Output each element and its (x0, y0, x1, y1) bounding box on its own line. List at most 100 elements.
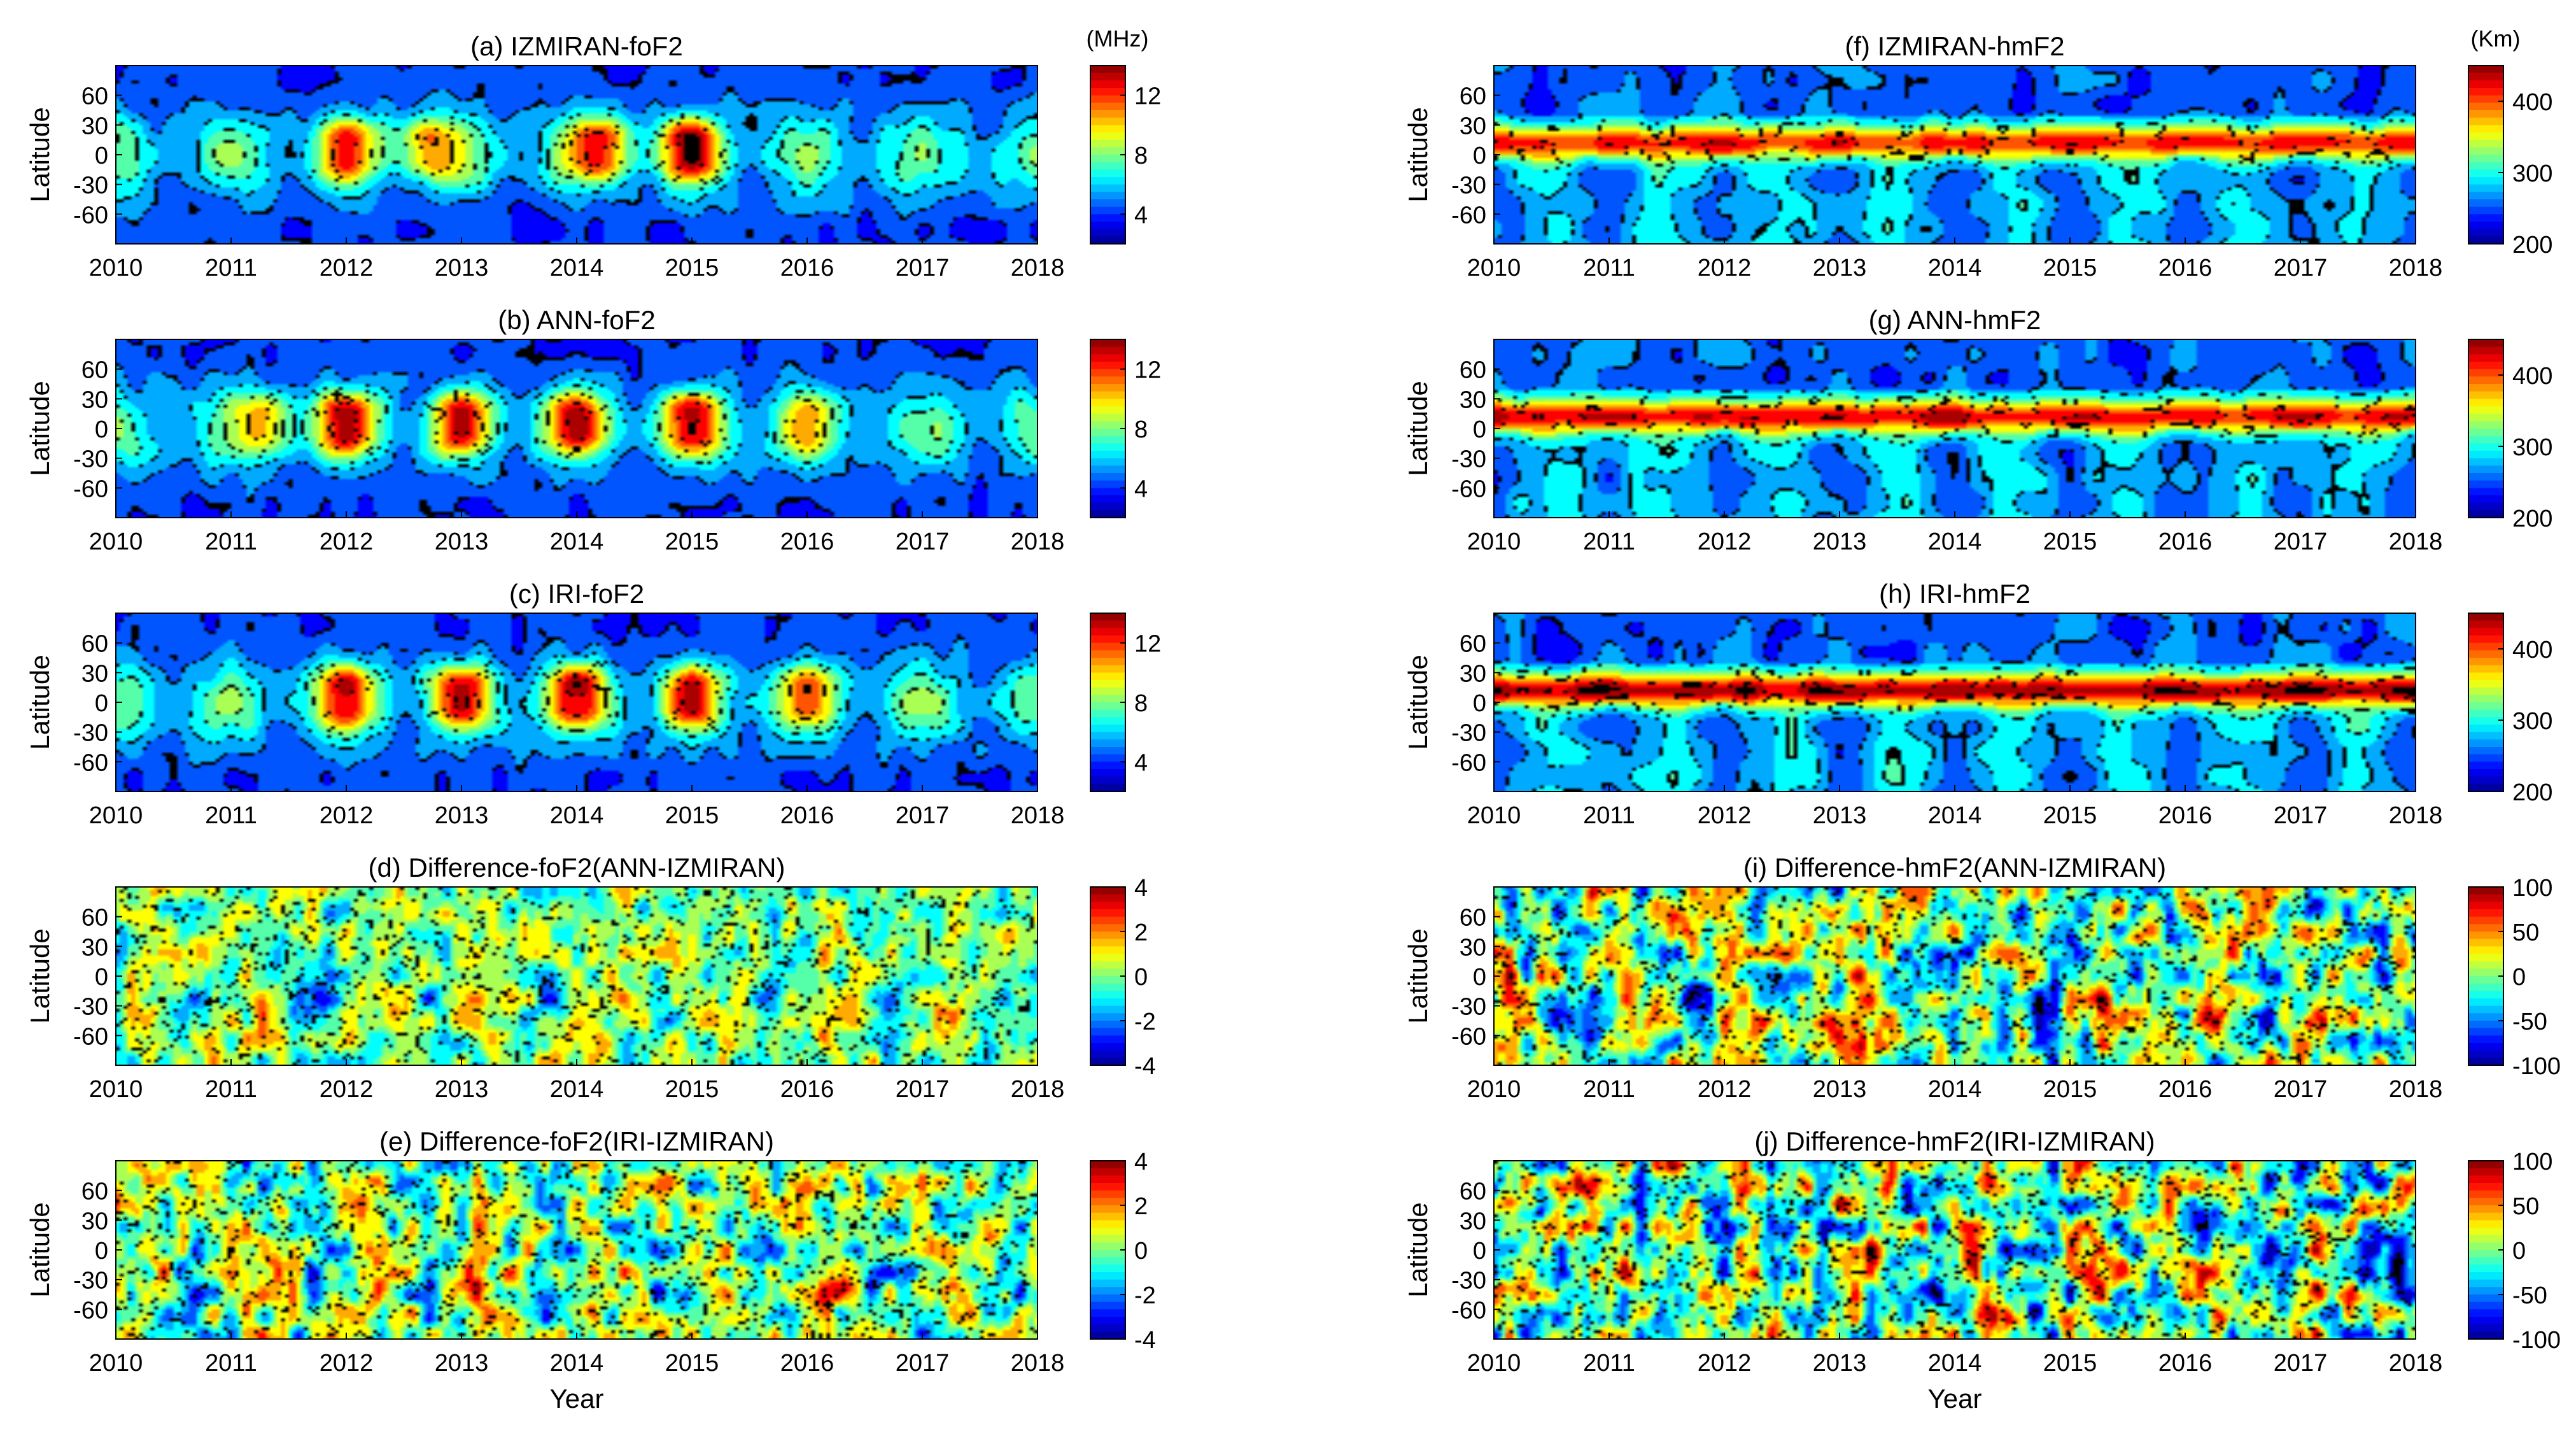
colorbar-segment (1090, 413, 1125, 422)
colorbar-segment (1090, 968, 1125, 977)
colorbar-d: 4 2 0 -2 -4 (1090, 875, 1156, 1080)
y-tick-label: 0 (95, 416, 108, 443)
colorbar-segment (2468, 214, 2503, 222)
y-tick-label: -60 (73, 749, 108, 776)
colorbar-segment (2468, 983, 2503, 991)
colorbar-segment (2468, 391, 2503, 399)
colorbar-tick-label: 300 (2512, 708, 2552, 735)
x-tick-label: 2016 (780, 528, 834, 555)
colorbar-segment (2468, 147, 2503, 155)
colorbar-segment (2468, 725, 2503, 733)
x-tick-label: 2015 (665, 802, 719, 829)
y-tick-label: -60 (73, 202, 108, 229)
colorbar-segment (1090, 125, 1125, 133)
colorbar-tick-label: 200 (2512, 232, 2552, 259)
y-tick-label: 0 (95, 690, 108, 717)
colorbar-segment (1090, 1183, 1125, 1191)
colorbar-segment (2468, 125, 2503, 133)
colorbar-segment (1090, 214, 1125, 222)
colorbar-segment (1090, 1205, 1125, 1214)
x-tick-label: 2016 (2158, 1076, 2213, 1103)
colorbar-segment (1090, 80, 1125, 89)
colorbar-segment (2468, 162, 2503, 170)
colorbar-segment (1090, 384, 1125, 392)
colorbar-segment (2468, 199, 2503, 208)
colorbar-segment (1090, 887, 1125, 895)
colorbar-segment (1090, 66, 1125, 74)
colorbar-segment (1090, 620, 1125, 628)
colorbar-segment (2468, 192, 2503, 200)
colorbar-segment (1090, 776, 1125, 784)
x-tick-label: 2014 (1928, 255, 1982, 281)
colorbar-segment (2468, 1161, 2503, 1169)
colorbar-tick-label: 12 (1134, 357, 1161, 384)
colorbar-segment (1090, 702, 1125, 711)
colorbar-segment (2468, 110, 2503, 118)
colorbar-segment (1090, 762, 1125, 770)
colorbar-f: 400 300 200 (Km) (2468, 25, 2552, 259)
colorbar-segment (1090, 1220, 1125, 1228)
panel-a: (a) IZMIRAN-foF2 60 30 0 -30 -60 Latitude 2010 2… (25, 25, 1161, 281)
colorbar-segment (2468, 451, 2503, 459)
colorbar-segment (2468, 1175, 2503, 1184)
colorbar-segment (1090, 132, 1125, 141)
colorbar-segment (1090, 717, 1125, 725)
colorbar-segment (1090, 894, 1125, 902)
y-tick-label: 60 (1460, 631, 1486, 658)
colorbar-segment (1090, 665, 1125, 673)
colorbar-segment (1090, 406, 1125, 415)
x-tick-label: 2012 (1698, 1076, 1752, 1103)
colorbar-segment (2468, 650, 2503, 658)
x-tick-label: 2011 (205, 528, 257, 555)
colorbar-segment (2468, 1021, 2503, 1029)
y-tick-label: 60 (81, 631, 108, 658)
y-tick-label: 30 (1460, 1208, 1486, 1235)
colorbar-tick-label: -50 (2512, 1009, 2547, 1035)
colorbar-segment (2468, 1058, 2503, 1066)
colorbar-segment (1090, 902, 1125, 910)
y-tick-label: 60 (81, 357, 108, 384)
colorbar-segment (2468, 769, 2503, 777)
x-tick-label: 2010 (1467, 1350, 1521, 1377)
colorbar-frame (2468, 339, 2504, 518)
colorbar-segment (2468, 339, 2503, 348)
colorbar-segment (2468, 421, 2503, 429)
x-tick-label: 2017 (896, 1076, 950, 1103)
heatmap-j (1494, 1161, 2416, 1339)
colorbar-g: 400 300 200 (2468, 339, 2552, 532)
colorbar-segment (2468, 702, 2503, 711)
colorbar-segment (2468, 968, 2503, 977)
colorbar-segment (2468, 887, 2503, 895)
colorbar-segment (2468, 429, 2503, 437)
colorbar-segment (1090, 95, 1125, 103)
x-tick-label: 2012 (1698, 1350, 1752, 1377)
colorbar-segment (2468, 954, 2503, 962)
y-tick-label: 30 (1460, 386, 1486, 413)
colorbar-segment (2468, 1287, 2503, 1295)
colorbar-segment (2468, 976, 2503, 984)
heatmap-d (116, 887, 1038, 1065)
panel-title: (d) Difference-foF2(ANN-IZMIRAN) (369, 853, 785, 883)
x-tick-label: 2011 (1583, 528, 1635, 555)
colorbar-segment (2468, 169, 2503, 178)
colorbar-segment (1090, 939, 1125, 947)
colorbar-segment (2468, 184, 2503, 192)
colorbar-tick-label: -2 (1134, 1009, 1156, 1035)
y-tick-label: -30 (73, 994, 108, 1021)
colorbar-e: 4 2 0 -2 -4 (1090, 1149, 1156, 1354)
colorbar-segment (1090, 1257, 1125, 1265)
colorbar-segment (2468, 80, 2503, 89)
colorbar-tick-label: 0 (1134, 964, 1148, 991)
colorbar-h: 400 300 200 (2468, 613, 2552, 806)
colorbar-segment (2468, 754, 2503, 762)
colorbar-segment (1090, 391, 1125, 399)
y-tick-label: -60 (1451, 202, 1486, 229)
colorbar-segment (1090, 1324, 1125, 1332)
panel-title: (a) IZMIRAN-foF2 (470, 31, 683, 61)
colorbar-segment (1090, 1250, 1125, 1258)
colorbar-segment (1090, 916, 1125, 925)
y-tick-label: 0 (95, 964, 108, 991)
x-tick-label: 2014 (550, 1076, 604, 1103)
colorbar-segment (2468, 1013, 2503, 1021)
x-tick-label: 2016 (780, 802, 834, 829)
